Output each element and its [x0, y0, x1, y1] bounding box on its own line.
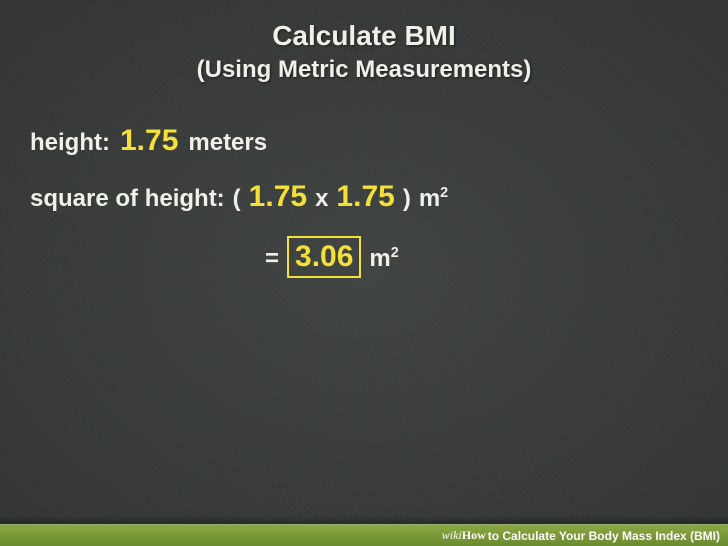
- square-label: square of height:: [30, 185, 225, 213]
- square-line: square of height: (1.75 x 1.75) m2: [30, 180, 728, 214]
- result-box: 3.06: [287, 236, 361, 278]
- operand-a: 1.75: [249, 180, 307, 214]
- watermark-shadow: [0, 516, 728, 524]
- watermark-wiki: wiki: [442, 528, 462, 543]
- paren-open: (: [233, 185, 241, 213]
- unit-m-text: m: [419, 185, 440, 212]
- operator: x: [315, 185, 328, 213]
- result-value: 3.06: [295, 240, 353, 274]
- content-area: height: 1.75 meters square of height: (1…: [0, 84, 728, 278]
- watermark-how: How: [462, 528, 486, 543]
- exponent-b: 2: [391, 245, 399, 261]
- exponent-a: 2: [440, 185, 448, 201]
- height-unit: meters: [188, 129, 267, 157]
- subtitle: (Using Metric Measurements): [0, 56, 728, 84]
- operand-b: 1.75: [336, 180, 394, 214]
- height-label: height:: [30, 129, 110, 157]
- unit-m2-a: m2: [419, 185, 448, 213]
- watermark-bar: wikiHow to Calculate Your Body Mass Inde…: [0, 524, 728, 546]
- result-line: = 3.06 m2: [30, 236, 728, 278]
- watermark-rest: to Calculate Your Body Mass Index (BMI): [488, 529, 720, 543]
- height-line: height: 1.75 meters: [30, 124, 728, 158]
- paren-close: ): [403, 185, 411, 213]
- height-value: 1.75: [120, 124, 178, 158]
- title: Calculate BMI: [0, 20, 728, 52]
- header: Calculate BMI (Using Metric Measurements…: [0, 0, 728, 84]
- equals: =: [265, 245, 279, 273]
- unit-m2-b: m2: [369, 245, 398, 273]
- unit-m-text-b: m: [369, 245, 390, 272]
